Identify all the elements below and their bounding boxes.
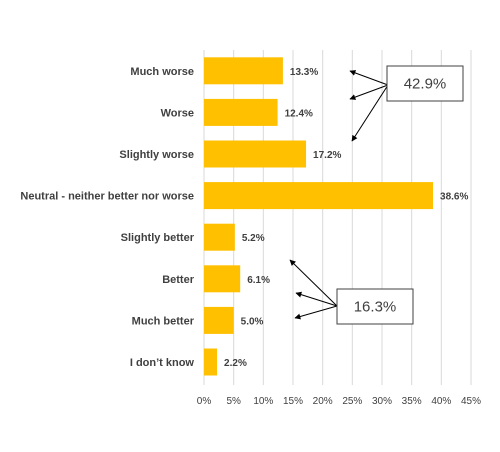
category-labels: Much worse Worse Slightly worse Neutral - n… bbox=[20, 66, 194, 369]
callout: 16.3% bbox=[289, 259, 414, 325]
data-label: 12.4% bbox=[285, 108, 313, 119]
data-label: 6.1% bbox=[247, 275, 270, 286]
category-label: Much worse bbox=[130, 66, 194, 78]
category-label: Worse bbox=[161, 107, 194, 119]
x-tick-label: 0% bbox=[197, 396, 212, 407]
category-label: Neutral - neither better nor worse bbox=[20, 191, 194, 203]
x-tick-label: 45% bbox=[461, 396, 481, 407]
category-label: Much better bbox=[132, 315, 195, 327]
x-tick-label: 20% bbox=[313, 396, 333, 407]
callout-arrow bbox=[289, 259, 338, 307]
data-label: 17.2% bbox=[313, 150, 341, 161]
x-tick-label: 15% bbox=[283, 396, 303, 407]
data-label: 13.3% bbox=[290, 67, 318, 78]
callout: 42.9% bbox=[349, 65, 464, 142]
x-tick-label: 35% bbox=[402, 396, 422, 407]
category-label: I don’t know bbox=[130, 357, 195, 369]
value-labels: 13.3% 12.4% 17.2% 38.6% 5.2% 6.1% 5.0% 2.2% bbox=[224, 67, 468, 369]
data-label: 5.2% bbox=[242, 233, 265, 244]
callout-label: 42.9% bbox=[404, 76, 447, 93]
x-tick-label: 10% bbox=[253, 396, 273, 407]
callouts-group: 42.9% 16.3% bbox=[289, 65, 464, 325]
callout-box bbox=[386, 65, 464, 102]
callout-arrow bbox=[294, 305, 338, 320]
bar bbox=[204, 57, 283, 85]
bars-group bbox=[204, 57, 434, 376]
x-tick-label: 30% bbox=[372, 396, 392, 407]
bar bbox=[204, 265, 241, 293]
x-tick-labels: 0% 5% 10% 15% 20% 25% 30% 35% 40% 45% bbox=[197, 396, 481, 407]
bar bbox=[204, 140, 307, 168]
x-tick-label: 40% bbox=[431, 396, 451, 407]
data-label: 38.6% bbox=[440, 192, 468, 203]
data-label: 5.0% bbox=[241, 316, 264, 327]
callout-arrow bbox=[349, 70, 389, 86]
bar bbox=[204, 98, 278, 126]
bar bbox=[204, 306, 234, 334]
bar bbox=[204, 223, 235, 251]
callout-box bbox=[336, 288, 414, 325]
callout-arrow bbox=[351, 84, 389, 142]
callout-arrow bbox=[349, 84, 389, 100]
x-tick-label: 5% bbox=[226, 396, 241, 407]
category-label: Slightly worse bbox=[119, 149, 194, 161]
bar bbox=[204, 348, 218, 376]
bar bbox=[204, 182, 434, 210]
callout-arrow bbox=[295, 291, 338, 307]
callout-label: 16.3% bbox=[354, 299, 397, 316]
x-tick-label: 25% bbox=[342, 396, 362, 407]
category-label: Better bbox=[162, 274, 195, 286]
data-label: 2.2% bbox=[224, 358, 247, 369]
category-label: Slightly better bbox=[121, 232, 195, 244]
